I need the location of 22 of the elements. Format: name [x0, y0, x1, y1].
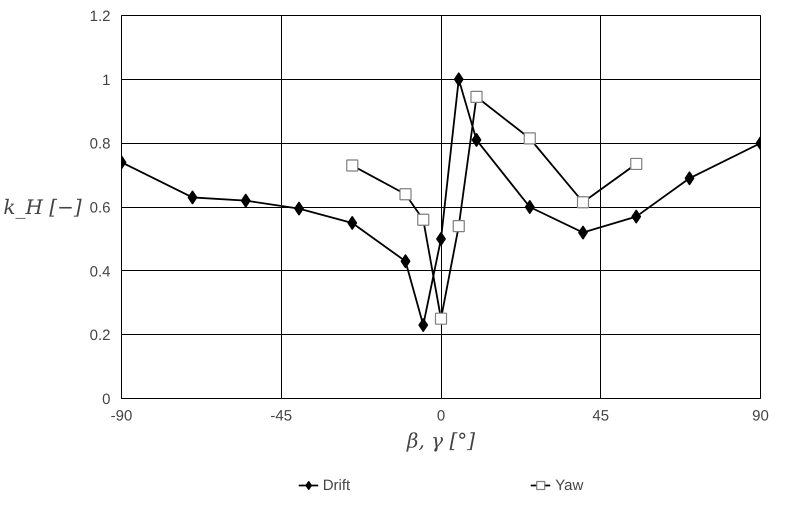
- y-tick-label: 0.2: [90, 327, 111, 344]
- legend-label: Drift: [322, 476, 350, 494]
- x-tick-label: 45: [592, 408, 610, 424]
- legend-label: Yaw: [555, 476, 584, 494]
- point: [418, 318, 428, 332]
- y-tick-label: 1: [102, 72, 110, 89]
- x-axis-title: β, γ [°]: [406, 428, 476, 452]
- point: [631, 209, 642, 224]
- y-tick-label: 0.4: [90, 263, 111, 280]
- y-tick-label: 0.6: [90, 200, 111, 216]
- point: [454, 72, 464, 86]
- x-tick-label: -90: [110, 408, 132, 424]
- y-axis-title: k_H [−]: [3, 195, 82, 219]
- y-tick-label: 0.8: [90, 136, 111, 153]
- x-tick-label: 0: [436, 408, 446, 424]
- point: [240, 194, 251, 208]
- point: [347, 216, 358, 230]
- y-tick-label: 0: [102, 391, 110, 408]
- y-tick-label: 1.2: [90, 8, 111, 25]
- point: [524, 200, 535, 214]
- x-tick-label: -45: [270, 408, 292, 424]
- x-tick-label: 90: [752, 408, 769, 424]
